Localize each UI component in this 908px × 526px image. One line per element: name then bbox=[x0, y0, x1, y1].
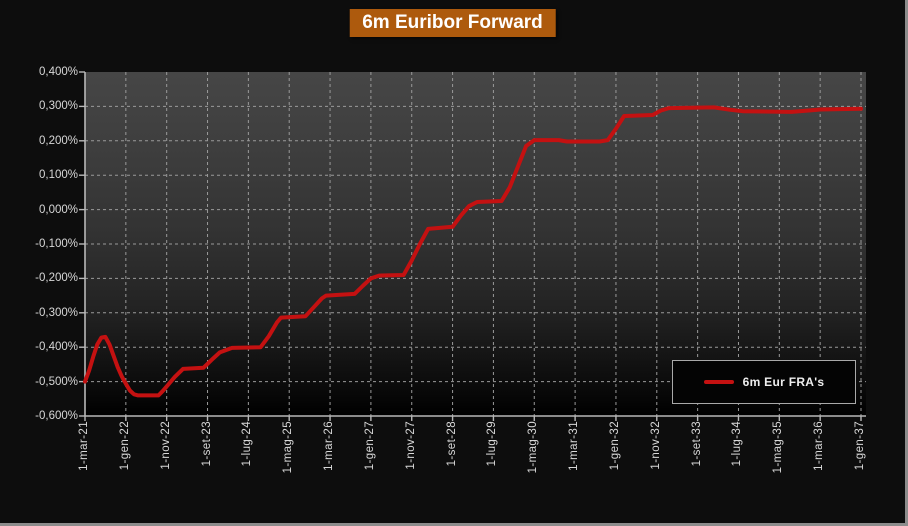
x-tick-label: 1-nov-32 bbox=[649, 421, 662, 470]
y-tick-label: 0,000% bbox=[38, 203, 78, 216]
x-tick-label: 1-set-28 bbox=[445, 421, 458, 467]
chart-title: 6m Euribor Forward bbox=[349, 9, 556, 37]
x-tick-label: 1-mag-30 bbox=[527, 421, 540, 474]
x-tick-label: 1-lug-34 bbox=[731, 421, 744, 467]
x-tick-label: 1-mar-31 bbox=[568, 421, 581, 471]
x-tick-label: 1-mar-36 bbox=[813, 421, 826, 471]
x-tick-label: 1-mag-25 bbox=[282, 421, 295, 474]
x-tick-label: 1-set-33 bbox=[690, 421, 703, 467]
x-tick-label: 1-nov-22 bbox=[159, 421, 172, 470]
x-tick-label: 1-lug-24 bbox=[241, 421, 254, 467]
series-line-6m-eur-fras[interactable] bbox=[83, 105, 863, 398]
y-tick-label: -0,200% bbox=[35, 272, 78, 285]
legend-series-label: 6m Eur FRA's bbox=[742, 375, 825, 389]
y-tick-label: 0,100% bbox=[38, 169, 78, 182]
x-tick-label: 1-gen-22 bbox=[118, 421, 131, 471]
x-tick-label: 1-mag-35 bbox=[772, 421, 785, 474]
y-tick-label: -0,400% bbox=[35, 341, 78, 354]
y-tick-label: 0,200% bbox=[38, 134, 78, 147]
x-tick-label: 1-set-23 bbox=[200, 421, 213, 467]
y-tick-label: -0,600% bbox=[35, 410, 78, 422]
y-tick-label: 0,300% bbox=[38, 100, 78, 113]
x-tick-label: 1-gen-37 bbox=[854, 421, 866, 471]
y-tick-label: -0,100% bbox=[35, 238, 78, 250]
x-tick-label: 1-gen-32 bbox=[608, 421, 621, 471]
y-tick-label: 0,400% bbox=[38, 66, 78, 78]
x-tick-label: 1-mar-26 bbox=[323, 421, 336, 471]
x-tick-label: 1-nov-27 bbox=[404, 421, 417, 470]
legend-box[interactable]: 6m Eur FRA's bbox=[672, 360, 856, 404]
y-tick-label: -0,500% bbox=[35, 375, 78, 388]
legend-line-swatch bbox=[703, 380, 734, 384]
x-tick-label: 1-mar-21 bbox=[78, 421, 90, 471]
x-tick-label: 1-lug-29 bbox=[486, 421, 499, 467]
x-tick-label: 1-gen-27 bbox=[363, 421, 376, 471]
y-tick-label: -0,300% bbox=[35, 306, 78, 319]
